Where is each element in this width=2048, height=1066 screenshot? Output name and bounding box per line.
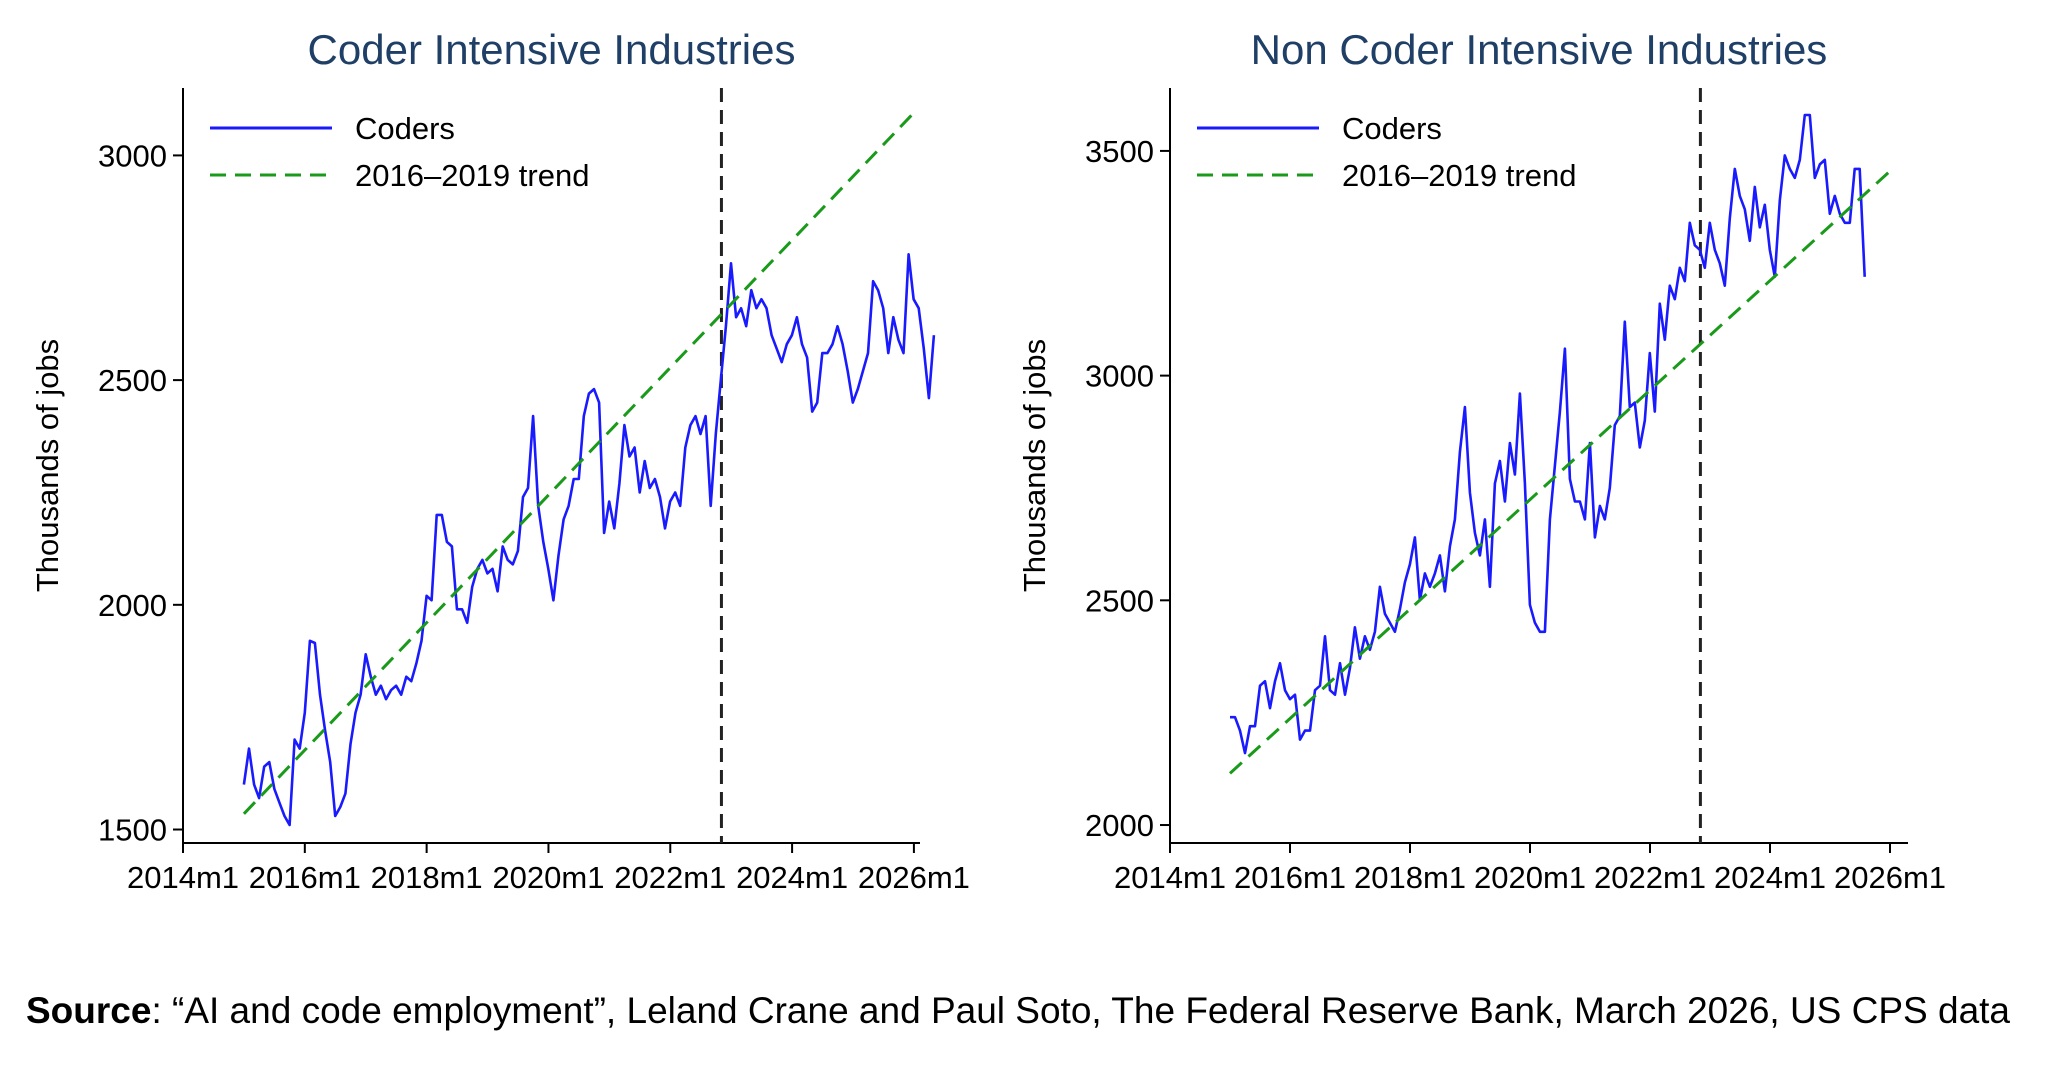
legend-label-coders: Coders: [355, 111, 455, 146]
x-tick-label: 2018m1: [1354, 860, 1466, 895]
x-tick-label: 2026m1: [1834, 860, 1946, 895]
source-text: : “AI and code employment”, Leland Crane…: [151, 990, 2011, 1031]
source-label: Source: [26, 990, 152, 1031]
x-tick-label: 2014m1: [1114, 860, 1226, 895]
legend-label-trend: 2016–2019 trend: [1342, 158, 1576, 193]
y-tick-label: 2000: [98, 588, 167, 623]
series-coders-line: [1230, 113, 1866, 755]
y-axis-label: Thousands of jobs: [1017, 339, 1052, 592]
x-tick-label: 2024m1: [1714, 860, 1826, 895]
y-tick-label: 3000: [98, 138, 167, 173]
x-tick-label: 2020m1: [492, 860, 604, 895]
y-tick-label: 3000: [1085, 359, 1154, 394]
y-tick-label: 2500: [1085, 583, 1154, 618]
x-tick-label: 2022m1: [614, 860, 726, 895]
y-axis-label: Thousands of jobs: [30, 339, 65, 592]
x-tick-label: 2022m1: [1594, 860, 1706, 895]
legend-label-coders: Coders: [1342, 111, 1442, 146]
series-trend-line: [1228, 170, 1892, 775]
chart-title: Coder Intensive Industries: [308, 26, 796, 73]
y-tick-label: 3500: [1085, 134, 1154, 169]
series-coders-line: [242, 253, 936, 827]
y-tick-label: 1500: [98, 813, 167, 848]
x-tick-label: 2018m1: [371, 860, 483, 895]
chart-title: Non Coder Intensive Industries: [1251, 26, 1828, 73]
series-trend-line: [242, 111, 915, 815]
y-tick-label: 2000: [1085, 808, 1154, 843]
legend-label-trend: 2016–2019 trend: [355, 158, 589, 193]
y-tick-label: 2500: [98, 363, 167, 398]
chart-non-coder-intensive: Non Coder Intensive Industries 2000 2500 30…: [1017, 26, 1946, 895]
x-tick-label: 2026m1: [858, 860, 970, 895]
x-tick-label: 2016m1: [1234, 860, 1346, 895]
x-tick-label: 2014m1: [127, 860, 239, 895]
x-tick-label: 2020m1: [1474, 860, 1586, 895]
x-tick-label: 2016m1: [249, 860, 361, 895]
x-tick-label: 2024m1: [736, 860, 848, 895]
source-caption: Source: “AI and code employment”, Leland…: [26, 990, 2010, 1032]
chart-coder-intensive: Coder Intensive Industries 1500 2000 2500 30…: [30, 26, 970, 895]
